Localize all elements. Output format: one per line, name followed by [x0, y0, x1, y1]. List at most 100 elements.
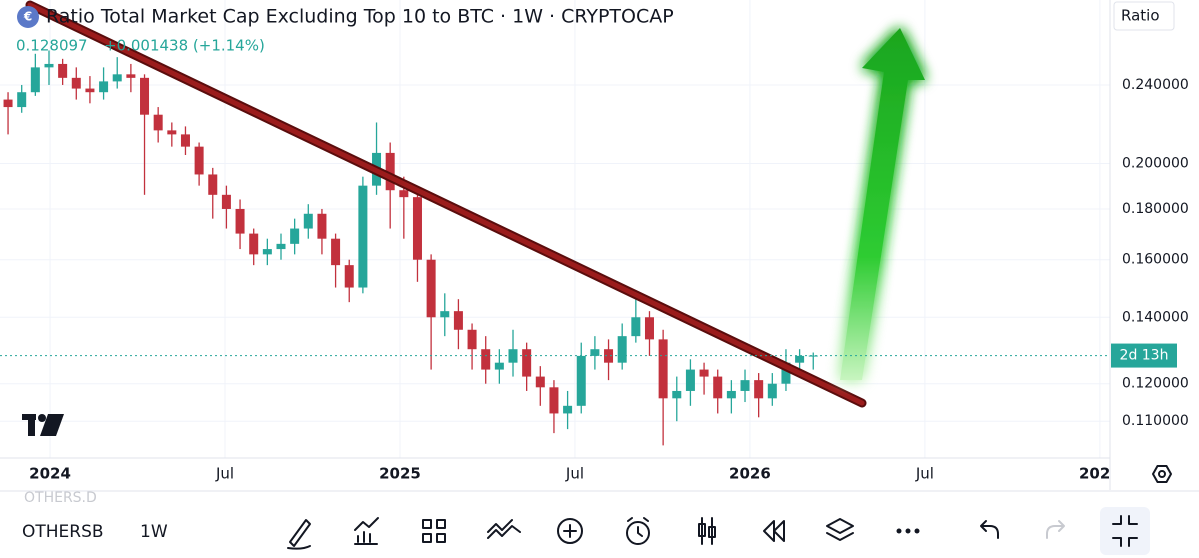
candle-body	[767, 383, 777, 399]
candle-body	[453, 311, 463, 330]
candle-body	[290, 228, 300, 244]
y-tick-label: 0.200000	[1122, 156, 1189, 172]
candle-body	[467, 329, 477, 350]
more-icon[interactable]	[914, 528, 920, 534]
candle-body	[754, 380, 764, 399]
candle-body	[426, 259, 436, 318]
candle-body	[576, 355, 586, 406]
candle-body	[644, 317, 654, 340]
candle-body	[17, 92, 27, 108]
candle-body	[208, 174, 218, 195]
candle-body	[549, 387, 559, 414]
candle-body	[685, 369, 695, 391]
candle-body	[180, 134, 190, 147]
candle-body	[740, 380, 750, 391]
candle-body	[535, 376, 545, 388]
symbol-icon-glyph: €	[23, 10, 32, 24]
candle-body	[672, 390, 682, 399]
trendline	[27, 2, 865, 406]
chart-title: Ratio Total Market Cap Excluding Top 10 …	[46, 6, 674, 28]
compare-icon[interactable]	[487, 519, 521, 539]
candle-body	[726, 390, 736, 399]
y-tick-label: 0.140000	[1122, 309, 1189, 325]
candle-body	[3, 99, 13, 108]
candle-body	[221, 194, 231, 209]
y-tick-label: 0.180000	[1122, 201, 1189, 217]
candle-body	[167, 130, 177, 135]
candle-body	[481, 349, 491, 370]
candle-body	[658, 339, 668, 399]
y-tick-label: 0.120000	[1122, 376, 1189, 392]
tv-logo	[22, 414, 64, 436]
symbol-icon	[17, 6, 39, 28]
candle-body	[781, 362, 791, 384]
candle-body	[58, 63, 68, 78]
scale-button[interactable]: Ratio	[1121, 7, 1160, 25]
layout-icon[interactable]	[422, 519, 446, 543]
last-price: 0.128097	[16, 37, 88, 55]
candle-body	[399, 190, 409, 198]
candle-body	[358, 185, 368, 288]
candle-body	[44, 63, 54, 68]
x-tick-label: Jul	[215, 465, 234, 483]
candle-body	[140, 77, 150, 115]
layers-icon[interactable]	[826, 518, 854, 541]
candle-body	[30, 67, 40, 93]
fullscreen-button[interactable]	[1100, 507, 1150, 555]
y-tick-label: 0.240000	[1122, 77, 1189, 93]
candle-body	[385, 152, 395, 191]
draw-icon[interactable]	[287, 519, 311, 550]
alert-icon[interactable]	[626, 521, 650, 545]
candle-body	[590, 349, 600, 356]
faded-symbol: OTHERS.D	[24, 490, 97, 506]
undo-icon[interactable]	[980, 520, 999, 539]
candle-body	[249, 233, 259, 255]
candle-body	[194, 146, 204, 175]
countdown-box	[1111, 343, 1177, 368]
candle-body	[795, 355, 805, 363]
settings-icon[interactable]	[1152, 465, 1172, 483]
candle-body	[713, 376, 723, 399]
candle-body	[126, 74, 136, 78]
candle-body	[412, 197, 422, 260]
x-axis-labels: 2024 Jul 2025 Jul 2026 Jul 2027	[29, 465, 1110, 483]
y-tick-label: 0.110000	[1122, 413, 1189, 429]
countdown-label: 2d 13h	[1120, 348, 1169, 364]
candle-body	[508, 349, 518, 363]
candles-icon[interactable]	[698, 517, 716, 545]
x-tick-label: 2026	[729, 465, 771, 483]
toolbar-icons	[287, 507, 1150, 555]
candle-body	[85, 88, 95, 93]
y-tick-label: 0.160000	[1122, 252, 1189, 268]
candle-body	[262, 249, 272, 255]
candle-body	[235, 208, 245, 234]
candle-body	[522, 349, 532, 377]
grid	[0, 0, 1110, 458]
candle-body	[153, 114, 163, 131]
candle-body	[331, 238, 341, 266]
candle-body	[631, 317, 641, 337]
indicators-icon[interactable]	[354, 517, 379, 545]
candle-body	[303, 213, 313, 229]
candle-body	[71, 77, 81, 89]
candles	[3, 50, 818, 446]
add-icon[interactable]	[557, 518, 583, 544]
toolbar-interval[interactable]: 1W	[140, 522, 168, 542]
candle-body	[604, 349, 614, 363]
toolbar-symbol[interactable]: OTHERSB	[22, 522, 104, 542]
fullscreen-icon[interactable]	[1112, 515, 1138, 547]
candle-body	[112, 74, 122, 82]
scale-button-box[interactable]	[1113, 1, 1175, 31]
x-tick-label: 2025	[379, 465, 421, 483]
redo-icon[interactable]	[1046, 520, 1065, 539]
candle-body	[276, 243, 286, 250]
x-tick-label: Jul	[565, 465, 584, 483]
candle-body	[699, 369, 709, 377]
candle-body	[563, 405, 573, 414]
replay-icon[interactable]	[763, 520, 785, 542]
candle-body	[440, 311, 450, 318]
candle-body	[99, 81, 109, 93]
candle-body	[494, 362, 504, 370]
